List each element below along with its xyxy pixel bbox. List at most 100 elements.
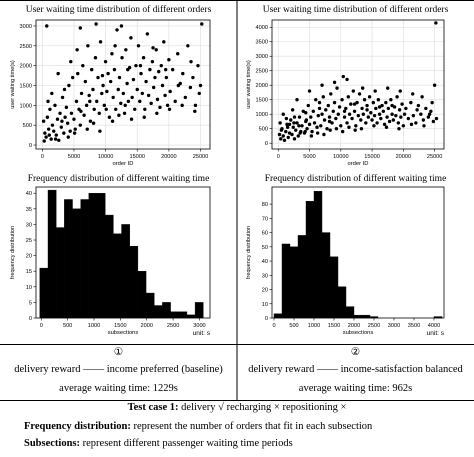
chart3-point [385,115,389,119]
chart3-point [361,112,366,116]
chart3-point [357,92,362,96]
chart3-point [430,100,434,105]
chart1-point [157,69,161,74]
chart3-point [381,109,386,114]
chart3-point [297,124,301,128]
chart3-point [311,109,315,114]
chart3-point [360,106,364,111]
chart1-point [159,63,163,68]
chart1-point [97,111,101,115]
chart1-point [183,95,188,100]
chart4-xunit: unit: s [427,330,445,337]
subsection-note: Subsections: represent different passeng… [24,438,293,449]
chart3-point [332,100,337,105]
chart3-point [301,109,305,114]
chart1-point [46,127,51,131]
chart1-xtick-label: 15000 [129,154,145,160]
chart3-point [297,115,302,119]
chart1-point [138,63,143,68]
chart3-point [352,102,357,106]
chart1-ytick-label: 2000 [20,64,32,70]
chart3-point [371,100,376,105]
chart3-point [309,134,314,138]
chart3-point [397,108,402,112]
chart1-point [196,63,200,68]
chart3-point [365,108,369,112]
chart3-point [290,132,294,137]
chart1-point [180,103,184,108]
chart3-point [396,121,401,125]
chart3-point [395,95,399,99]
chart3-point [398,89,402,93]
chart3-ytick-label: 4000 [256,25,268,31]
chart3-point [362,98,367,102]
chart1-point [135,87,139,92]
chart1-point [126,67,130,72]
chart2-ytick-label: 35 [26,207,32,213]
chart3-point [317,100,322,105]
chart1-point [121,91,126,96]
hist-title-left: Frequency distribution of different wait… [27,174,210,184]
chart1-point [168,89,172,94]
chart1-xlabel: order ID [113,161,134,167]
chart1-point [88,99,92,104]
chart1-point [91,121,96,125]
chart1-point [167,57,171,62]
chart3-point [346,95,351,99]
chart1-point [104,107,108,112]
chart1-point [49,137,53,141]
chart4-ytick-label: 20 [262,288,268,294]
chart3-point [319,124,323,128]
chart1-ylabel: user waiting time(s) [10,60,16,109]
chart1-point [142,115,146,119]
chart3-point [409,100,413,105]
chart1-point [130,95,134,100]
chart2-xtick-label: 3000 [193,323,205,329]
chart1-point [200,22,204,26]
chart3-point [422,124,426,128]
chart2-axes-box [35,186,211,319]
chart1-point [148,67,152,72]
chart3-ytick-label: 3500 [256,40,268,46]
test-case-line: Test case 1: delivery √ recharging × rep… [0,402,474,413]
chart1-ytick-label: 0 [29,143,32,149]
chart2-bar [72,208,81,319]
chart2-ytick-label: 40 [26,191,32,197]
chart1-point [55,117,60,121]
chart1-point [67,83,71,88]
chart2-ytick-label: 15 [26,269,32,275]
chart4-bar [345,306,355,319]
chart3-point [400,102,404,106]
chart3-point [372,124,376,128]
chart3-point [285,122,289,127]
chart3-point [289,118,293,122]
chart3-point [287,122,292,127]
chart3-point [394,113,398,118]
chart1-point [129,117,134,121]
chart3-point [369,111,373,115]
chart1-point [141,56,146,60]
chart3-point [360,86,365,90]
chart3-point [340,129,345,134]
reward-line-left: delivery reward —— income preferred (bas… [0,364,237,375]
chart3-point [434,116,439,121]
chart1-point [151,85,156,90]
chart1-point [189,59,193,64]
chart3-point [278,121,282,125]
chart2-bar [88,193,98,319]
chart1-point [144,79,148,84]
chart2-xtick-label: 1000 [88,323,100,329]
chart1-ytick-label: 1500 [20,83,32,89]
chart3-point [305,127,309,131]
chart1-point [95,99,99,104]
chart4-xtick-label: 3500 [408,323,420,329]
chart3-point [402,112,407,116]
chart3-point [386,86,390,90]
subsection-note-text: represent different passenger waiting ti… [80,438,293,449]
chart3-xtick-label: 0 [277,154,280,160]
chart3-point [336,112,340,116]
chart3-point [432,83,437,87]
chart1-ytick-label: 2500 [20,44,32,50]
chart3-point [350,116,354,121]
chart1-point [158,105,162,110]
